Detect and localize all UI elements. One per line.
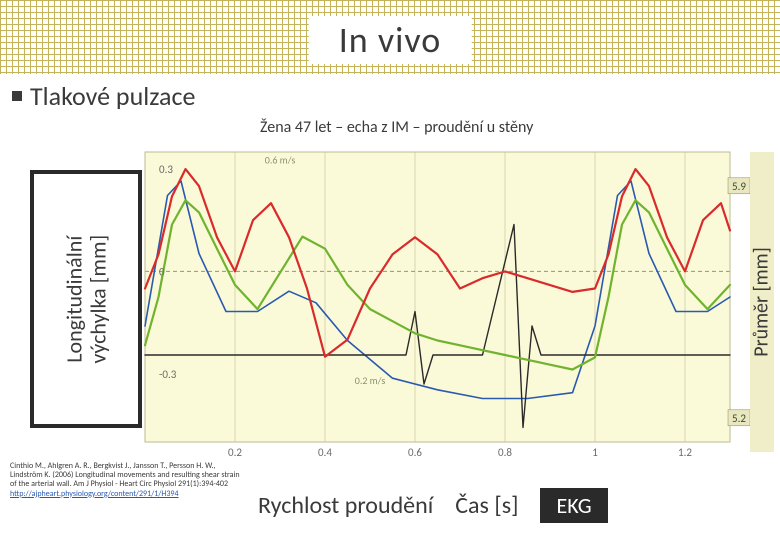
citation-link[interactable]: http://ajpheart.physiology.org/content/2… [10,489,179,499]
y-right-axis-label: Průměr [mm] [750,247,774,356]
y-left-axis-label: Longitudinálnívýchylka [mm] [62,235,110,364]
bottom-axis-labels: Rychlost proudění Čas [s] EKG [258,488,608,523]
svg-text:0.3: 0.3 [159,163,173,176]
x-axis-label-time: Čas [s] [455,491,518,520]
svg-text:5.9: 5.9 [732,180,746,193]
svg-text:1.2: 1.2 [678,446,692,459]
svg-text:0.6 m/s: 0.6 m/s [265,154,296,167]
ekg-badge: EKG [540,488,607,523]
citation-text: Cinthio M., Ahlgren A. R., Bergkvist J.,… [10,461,240,489]
y-right-axis-box: Průměr [mm] [750,152,774,452]
y-left-axis-box: Longitudinálnívýchylka [mm] [30,170,142,428]
bullet-heading: Tlakové pulzace [12,80,195,112]
bullet-square-icon [12,91,22,101]
bullet-text: Tlakové pulzace [30,80,195,112]
svg-text:0.4: 0.4 [318,446,332,459]
svg-text:0.8: 0.8 [498,446,512,459]
svg-text:5.2: 5.2 [732,412,746,425]
svg-text:1: 1 [592,446,598,459]
x-axis-label-flow: Rychlost proudění [258,491,433,520]
svg-text:0: 0 [159,265,165,278]
slide-title: In vivo [309,16,472,64]
chart-subtitle: Žena 47 let – echa z IM – proudění u stě… [260,118,533,137]
svg-text:-0.3: -0.3 [159,368,177,381]
svg-text:0.6: 0.6 [408,446,422,459]
svg-text:0.2 m/s: 0.2 m/s [355,374,386,387]
svg-text:0.2: 0.2 [228,446,242,459]
citation: Cinthio M., Ahlgren A. R., Bergkvist J.,… [10,462,240,499]
